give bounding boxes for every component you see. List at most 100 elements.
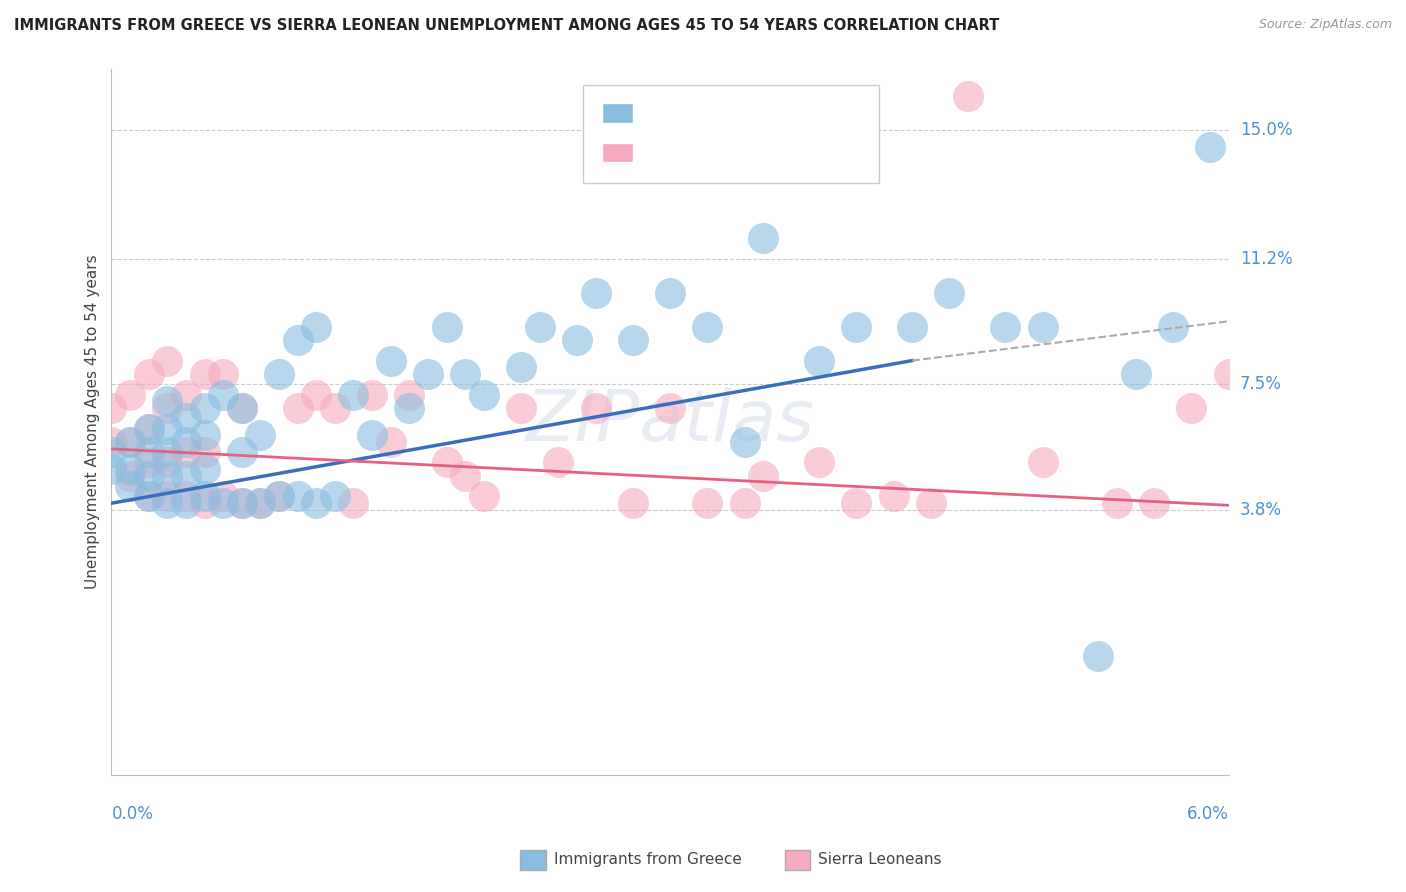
Point xyxy=(118,462,141,476)
Point xyxy=(249,496,271,510)
Point xyxy=(1236,319,1258,334)
Point xyxy=(380,435,402,450)
Point xyxy=(118,387,141,401)
Point xyxy=(883,490,905,504)
Point xyxy=(100,462,122,476)
Point xyxy=(808,455,831,469)
Text: 15.0%: 15.0% xyxy=(1240,120,1292,138)
Point xyxy=(267,367,290,381)
Point xyxy=(696,496,718,510)
Point xyxy=(1031,319,1053,334)
Text: 3.8%: 3.8% xyxy=(1240,501,1282,519)
Point xyxy=(174,490,197,504)
Text: R = 0.329   N = 65: R = 0.329 N = 65 xyxy=(640,104,810,122)
Point xyxy=(156,353,179,368)
Point xyxy=(193,462,215,476)
Point xyxy=(1031,455,1053,469)
Point xyxy=(212,496,235,510)
Point xyxy=(156,401,179,416)
Text: Sierra Leoneans: Sierra Leoneans xyxy=(818,853,942,867)
Point xyxy=(174,387,197,401)
Point xyxy=(361,387,384,401)
Point xyxy=(138,421,160,435)
Text: ZIPatlas: ZIPatlas xyxy=(526,387,814,456)
Text: IMMIGRANTS FROM GREECE VS SIERRA LEONEAN UNEMPLOYMENT AMONG AGES 45 TO 54 YEARS : IMMIGRANTS FROM GREECE VS SIERRA LEONEAN… xyxy=(14,18,1000,33)
Point xyxy=(267,490,290,504)
Point xyxy=(734,496,756,510)
Point xyxy=(118,435,141,450)
Point xyxy=(231,445,253,459)
Point xyxy=(1218,367,1240,381)
Point xyxy=(287,490,309,504)
Point xyxy=(621,333,644,347)
Point xyxy=(1180,401,1202,416)
Point xyxy=(249,496,271,510)
Point xyxy=(174,445,197,459)
Point xyxy=(398,401,420,416)
Point xyxy=(100,435,122,450)
Point xyxy=(529,319,551,334)
Point xyxy=(752,469,775,483)
Point xyxy=(323,401,346,416)
Point xyxy=(156,469,179,483)
Point xyxy=(323,490,346,504)
Point xyxy=(585,285,607,300)
Point xyxy=(174,496,197,510)
Point xyxy=(193,367,215,381)
Point xyxy=(193,428,215,442)
Point xyxy=(1143,496,1166,510)
Point xyxy=(100,445,122,459)
Text: Immigrants from Greece: Immigrants from Greece xyxy=(554,853,742,867)
Point xyxy=(174,435,197,450)
Point xyxy=(696,319,718,334)
Point xyxy=(845,496,868,510)
Point xyxy=(174,411,197,425)
Point xyxy=(138,367,160,381)
Point xyxy=(1199,139,1222,153)
Point xyxy=(734,435,756,450)
Point xyxy=(118,479,141,493)
Point xyxy=(510,401,533,416)
Point xyxy=(193,496,215,510)
Text: 11.2%: 11.2% xyxy=(1240,250,1292,268)
Point xyxy=(231,401,253,416)
Point xyxy=(193,490,215,504)
Point xyxy=(174,469,197,483)
Point xyxy=(547,455,569,469)
Point xyxy=(398,387,420,401)
Point xyxy=(249,428,271,442)
Y-axis label: Unemployment Among Ages 45 to 54 years: Unemployment Among Ages 45 to 54 years xyxy=(86,254,100,589)
Point xyxy=(212,387,235,401)
Point xyxy=(845,319,868,334)
Point xyxy=(454,367,477,381)
Point xyxy=(621,496,644,510)
Point xyxy=(138,445,160,459)
Point xyxy=(380,353,402,368)
Point xyxy=(138,469,160,483)
Point xyxy=(1087,648,1109,663)
Text: 7.5%: 7.5% xyxy=(1240,376,1282,393)
Point xyxy=(156,455,179,469)
Point xyxy=(585,401,607,416)
Text: 6.0%: 6.0% xyxy=(1187,805,1229,823)
Point xyxy=(1254,496,1277,510)
Point xyxy=(454,469,477,483)
Point xyxy=(472,387,495,401)
Text: 0.0%: 0.0% xyxy=(111,805,153,823)
Point xyxy=(659,401,682,416)
Point xyxy=(156,394,179,409)
Point xyxy=(156,421,179,435)
Point xyxy=(305,387,328,401)
Point xyxy=(436,319,458,334)
Point xyxy=(342,496,364,510)
Point xyxy=(156,490,179,504)
Point xyxy=(118,469,141,483)
Point xyxy=(287,333,309,347)
Point xyxy=(156,445,179,459)
Point xyxy=(100,401,122,416)
Point xyxy=(1105,496,1128,510)
Point xyxy=(287,401,309,416)
Point xyxy=(416,367,439,381)
Point xyxy=(231,496,253,510)
Point xyxy=(193,445,215,459)
